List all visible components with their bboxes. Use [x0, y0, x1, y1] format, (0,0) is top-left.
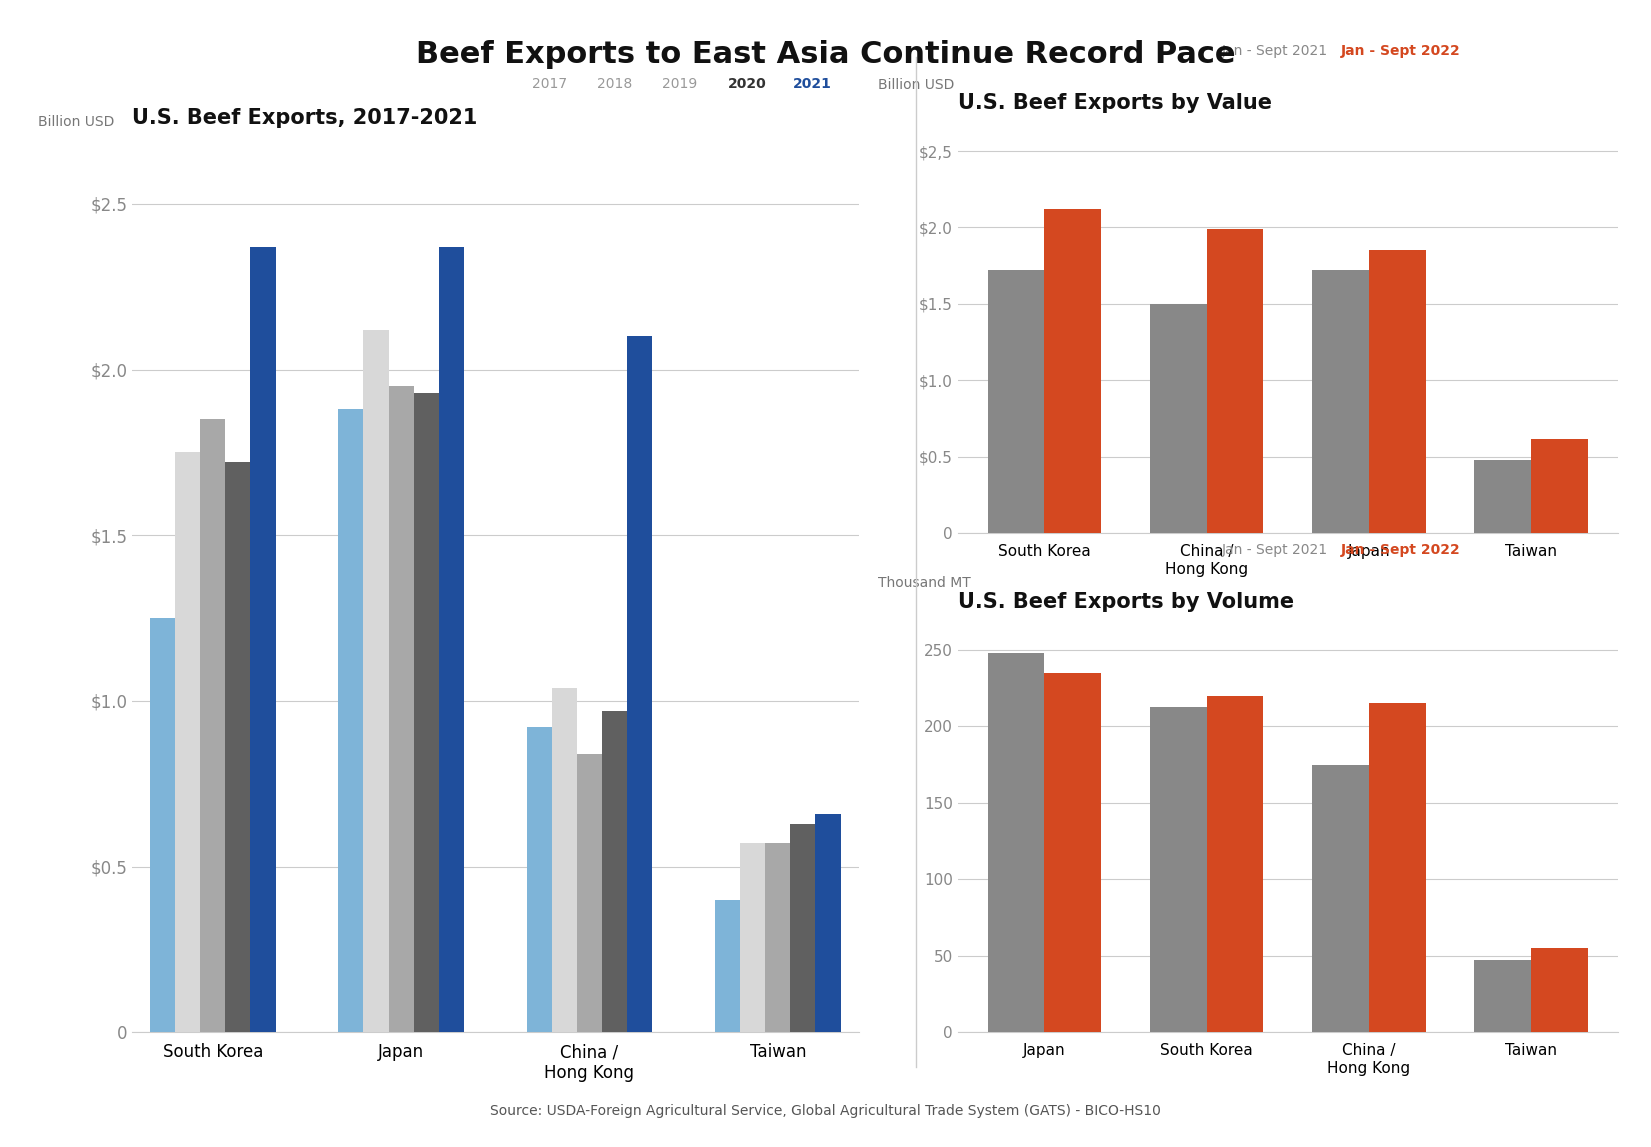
Text: Jan - Sept 2021: Jan - Sept 2021: [1222, 544, 1327, 557]
Text: U.S. Beef Exports, 2017-2021: U.S. Beef Exports, 2017-2021: [132, 108, 477, 127]
Bar: [740, 843, 766, 1032]
Bar: [1045, 209, 1101, 533]
Text: Jan - Sept 2022: Jan - Sept 2022: [1341, 544, 1461, 557]
Bar: [225, 462, 251, 1032]
Bar: [603, 711, 627, 1032]
Text: U.S. Beef Exports by Volume: U.S. Beef Exports by Volume: [958, 592, 1294, 612]
Text: Thousand MT: Thousand MT: [878, 577, 971, 591]
Text: Jan - Sept 2021: Jan - Sept 2021: [1222, 45, 1327, 58]
Text: Beef Exports to East Asia Continue Record Pace: Beef Exports to East Asia Continue Recor…: [416, 40, 1235, 69]
Bar: [1149, 707, 1207, 1032]
Text: 2018: 2018: [598, 77, 632, 91]
Bar: [1530, 438, 1588, 533]
Text: Billion USD: Billion USD: [38, 115, 114, 128]
Bar: [1313, 271, 1369, 533]
Bar: [987, 653, 1045, 1032]
Bar: [150, 618, 175, 1032]
Bar: [1313, 765, 1369, 1032]
Bar: [338, 409, 363, 1032]
Bar: [766, 843, 791, 1032]
Bar: [791, 824, 816, 1032]
Text: Source: USDA-Foreign Agricultural Service, Global Agricultural Trade System (GAT: Source: USDA-Foreign Agricultural Servic…: [490, 1105, 1161, 1118]
Bar: [1369, 703, 1426, 1032]
Bar: [1207, 229, 1263, 533]
Bar: [551, 688, 576, 1032]
Bar: [715, 899, 740, 1032]
Bar: [200, 420, 225, 1032]
Bar: [1207, 696, 1263, 1032]
Bar: [363, 330, 388, 1032]
Text: Billion USD: Billion USD: [878, 78, 954, 92]
Text: 2020: 2020: [728, 77, 766, 91]
Bar: [816, 813, 840, 1032]
Bar: [1045, 673, 1101, 1032]
Bar: [414, 392, 439, 1032]
Text: 2021: 2021: [792, 77, 832, 91]
Bar: [1474, 460, 1530, 533]
Bar: [576, 754, 603, 1032]
Bar: [1369, 250, 1426, 533]
Bar: [175, 452, 200, 1032]
Bar: [627, 336, 652, 1032]
Bar: [439, 247, 464, 1032]
Text: 2019: 2019: [662, 77, 698, 91]
Text: U.S. Beef Exports by Value: U.S. Beef Exports by Value: [958, 93, 1271, 114]
Bar: [1530, 949, 1588, 1032]
Bar: [1149, 304, 1207, 533]
Bar: [251, 247, 276, 1032]
Bar: [1474, 960, 1530, 1032]
Text: Jan - Sept 2022: Jan - Sept 2022: [1341, 45, 1461, 58]
Text: 2017: 2017: [532, 77, 566, 91]
Bar: [527, 727, 551, 1032]
Bar: [388, 387, 414, 1032]
Bar: [987, 271, 1045, 533]
